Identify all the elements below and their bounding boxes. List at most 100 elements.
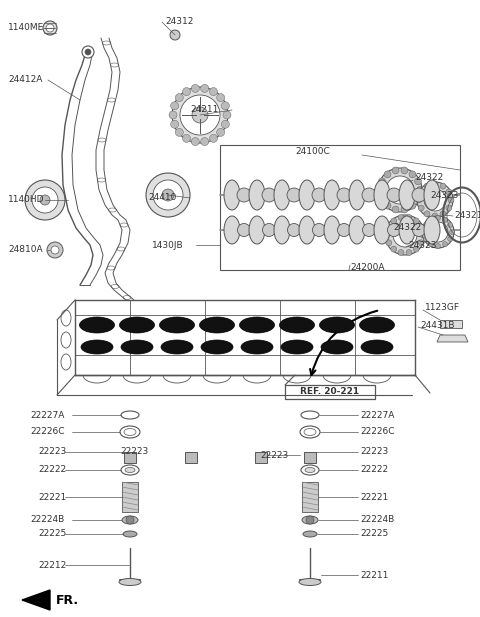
Bar bbox=[304, 452, 316, 463]
Circle shape bbox=[392, 167, 399, 174]
Circle shape bbox=[423, 236, 428, 241]
Circle shape bbox=[51, 246, 59, 254]
Circle shape bbox=[221, 120, 229, 128]
Ellipse shape bbox=[374, 180, 390, 210]
Text: 24412A: 24412A bbox=[8, 75, 42, 85]
Circle shape bbox=[415, 178, 421, 185]
Circle shape bbox=[221, 102, 229, 110]
Circle shape bbox=[391, 246, 397, 252]
Circle shape bbox=[409, 171, 416, 178]
Text: 22226C: 22226C bbox=[360, 428, 395, 436]
Ellipse shape bbox=[241, 340, 273, 354]
Ellipse shape bbox=[122, 516, 138, 524]
Text: 24100C: 24100C bbox=[295, 147, 330, 157]
Ellipse shape bbox=[281, 340, 313, 354]
Circle shape bbox=[424, 189, 446, 211]
Ellipse shape bbox=[81, 340, 113, 354]
Circle shape bbox=[418, 205, 424, 211]
Circle shape bbox=[153, 180, 183, 210]
Circle shape bbox=[376, 186, 384, 194]
Circle shape bbox=[306, 516, 314, 524]
Polygon shape bbox=[437, 335, 468, 342]
Circle shape bbox=[398, 249, 404, 255]
Circle shape bbox=[378, 168, 422, 212]
Circle shape bbox=[192, 85, 199, 93]
Text: 22224B: 22224B bbox=[360, 515, 394, 524]
Circle shape bbox=[423, 223, 428, 228]
Circle shape bbox=[443, 217, 447, 222]
Ellipse shape bbox=[305, 468, 315, 473]
Circle shape bbox=[175, 94, 183, 102]
Ellipse shape bbox=[424, 180, 440, 210]
Ellipse shape bbox=[387, 223, 400, 236]
Text: 22222: 22222 bbox=[38, 465, 66, 474]
Ellipse shape bbox=[424, 216, 440, 244]
Text: 1123GF: 1123GF bbox=[425, 304, 460, 312]
Ellipse shape bbox=[201, 340, 233, 354]
Bar bbox=[255, 452, 267, 463]
Circle shape bbox=[424, 183, 430, 189]
Circle shape bbox=[409, 202, 416, 209]
Text: 22223: 22223 bbox=[120, 447, 148, 457]
Circle shape bbox=[46, 24, 54, 32]
Ellipse shape bbox=[123, 531, 137, 537]
Ellipse shape bbox=[299, 180, 315, 210]
Circle shape bbox=[421, 230, 427, 234]
Circle shape bbox=[432, 181, 438, 187]
Circle shape bbox=[424, 211, 430, 217]
Circle shape bbox=[170, 30, 180, 40]
Circle shape bbox=[379, 178, 385, 185]
Circle shape bbox=[169, 111, 177, 119]
Text: 22223: 22223 bbox=[38, 447, 66, 457]
Circle shape bbox=[386, 224, 392, 230]
Circle shape bbox=[413, 218, 419, 224]
Circle shape bbox=[182, 135, 191, 143]
Text: 24810A: 24810A bbox=[8, 246, 43, 254]
Ellipse shape bbox=[263, 223, 276, 236]
Ellipse shape bbox=[299, 579, 321, 586]
Ellipse shape bbox=[287, 188, 301, 202]
Ellipse shape bbox=[299, 216, 315, 244]
Circle shape bbox=[435, 215, 441, 220]
Circle shape bbox=[440, 183, 446, 189]
Text: 22223: 22223 bbox=[260, 450, 288, 460]
Ellipse shape bbox=[125, 468, 135, 473]
Circle shape bbox=[216, 128, 225, 136]
Circle shape bbox=[391, 218, 397, 224]
Circle shape bbox=[40, 195, 50, 205]
Circle shape bbox=[43, 21, 57, 35]
Polygon shape bbox=[22, 590, 50, 610]
Circle shape bbox=[182, 88, 191, 96]
Circle shape bbox=[379, 195, 385, 202]
Circle shape bbox=[446, 205, 452, 211]
Text: FR.: FR. bbox=[56, 594, 79, 607]
Circle shape bbox=[415, 195, 421, 202]
Circle shape bbox=[223, 111, 231, 119]
Circle shape bbox=[416, 197, 422, 203]
Ellipse shape bbox=[159, 317, 194, 333]
Ellipse shape bbox=[362, 223, 375, 236]
Circle shape bbox=[47, 242, 63, 258]
Text: 22227A: 22227A bbox=[30, 410, 64, 420]
Circle shape bbox=[448, 236, 453, 241]
Circle shape bbox=[417, 182, 453, 218]
Circle shape bbox=[432, 213, 438, 219]
Circle shape bbox=[401, 206, 408, 213]
Circle shape bbox=[393, 223, 417, 247]
Text: 22221: 22221 bbox=[360, 492, 388, 502]
Circle shape bbox=[209, 88, 217, 96]
Circle shape bbox=[126, 516, 134, 524]
Bar bbox=[302, 482, 318, 512]
Ellipse shape bbox=[224, 216, 240, 244]
Ellipse shape bbox=[249, 180, 265, 210]
Ellipse shape bbox=[161, 340, 193, 354]
Ellipse shape bbox=[349, 180, 365, 210]
Text: 1430JB: 1430JB bbox=[152, 241, 184, 249]
Bar bbox=[122, 482, 138, 512]
Ellipse shape bbox=[288, 223, 300, 236]
Ellipse shape bbox=[324, 216, 340, 244]
Circle shape bbox=[170, 102, 179, 110]
Ellipse shape bbox=[361, 340, 393, 354]
Text: 24322: 24322 bbox=[393, 223, 421, 233]
Circle shape bbox=[443, 242, 447, 247]
